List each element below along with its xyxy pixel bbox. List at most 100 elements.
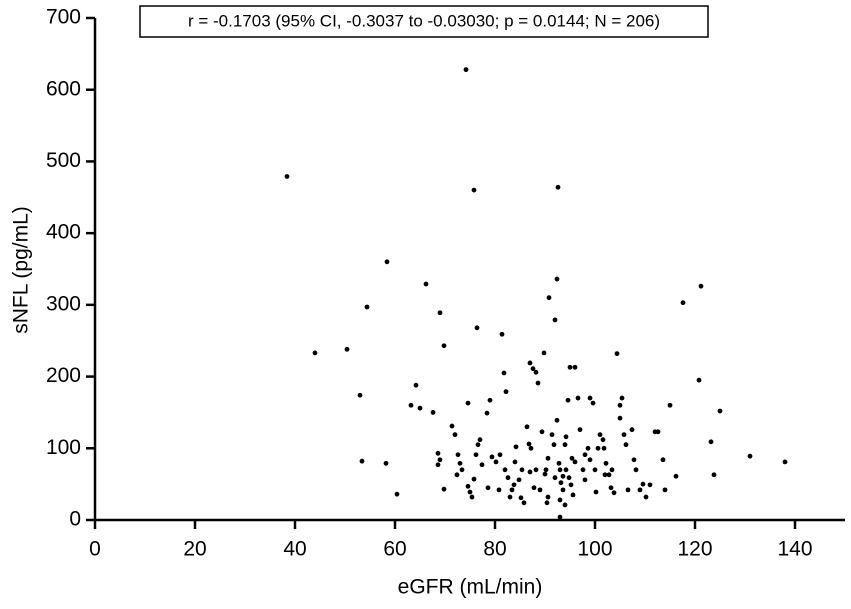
point <box>437 457 443 463</box>
point <box>527 360 533 366</box>
point <box>526 441 532 447</box>
point <box>435 450 441 456</box>
point <box>667 402 673 408</box>
y-tick-label: 600 <box>46 77 81 100</box>
point <box>603 460 609 466</box>
y-axis-label: sNFL (pg/mL) <box>10 206 33 334</box>
point <box>633 467 639 473</box>
point <box>631 457 637 463</box>
point <box>640 481 646 487</box>
x-tick-label: 0 <box>89 538 101 561</box>
point <box>452 432 458 438</box>
point <box>489 454 495 460</box>
point <box>417 405 423 411</box>
point <box>471 476 477 482</box>
point <box>475 442 481 448</box>
point <box>533 467 539 473</box>
point <box>463 67 469 73</box>
point <box>582 477 588 483</box>
point <box>600 437 606 443</box>
point <box>572 364 578 370</box>
point <box>471 187 477 193</box>
point <box>595 445 601 451</box>
point <box>454 472 460 478</box>
point <box>655 429 661 435</box>
point <box>647 482 653 488</box>
point <box>528 445 534 451</box>
point <box>621 432 627 438</box>
point <box>383 460 389 466</box>
point <box>580 467 586 473</box>
point <box>563 467 569 473</box>
point <box>698 283 704 289</box>
point <box>557 497 563 503</box>
point <box>408 402 414 408</box>
point <box>552 475 558 481</box>
point <box>556 460 562 466</box>
x-tick-label: 120 <box>677 538 712 561</box>
y-tick-label: 0 <box>69 508 81 531</box>
y-tick-label: 400 <box>46 221 81 244</box>
point <box>572 459 578 465</box>
point <box>467 489 473 495</box>
point <box>557 467 563 473</box>
point <box>582 452 588 458</box>
point <box>643 494 649 500</box>
point <box>435 462 441 468</box>
point <box>619 395 625 401</box>
point <box>441 343 447 349</box>
point <box>531 485 537 491</box>
point <box>505 475 511 481</box>
point <box>590 400 596 406</box>
point <box>527 469 533 475</box>
point <box>614 351 620 357</box>
point <box>364 304 370 310</box>
point <box>469 494 475 500</box>
point <box>592 467 598 473</box>
point <box>521 500 527 506</box>
point <box>485 485 491 491</box>
point <box>511 482 517 488</box>
point <box>516 477 522 483</box>
point <box>509 487 515 493</box>
x-tick-label: 20 <box>183 538 206 561</box>
point <box>519 467 525 473</box>
point <box>673 473 679 479</box>
y-tick-label: 300 <box>46 292 81 315</box>
point <box>543 467 549 473</box>
point <box>441 486 447 492</box>
point <box>457 460 463 466</box>
point <box>565 397 571 403</box>
point <box>662 487 668 493</box>
y-tick-label: 100 <box>46 436 81 459</box>
point <box>587 457 593 463</box>
point <box>551 442 557 448</box>
point <box>617 415 623 421</box>
point <box>499 331 505 337</box>
point <box>312 350 318 356</box>
point <box>569 455 575 461</box>
point <box>562 442 568 448</box>
point <box>562 502 568 508</box>
point <box>542 471 548 477</box>
point <box>533 369 539 375</box>
point <box>503 389 509 395</box>
point <box>554 417 560 423</box>
y-tick-label: 500 <box>46 149 81 172</box>
point <box>507 494 513 500</box>
x-tick-label: 60 <box>383 538 406 561</box>
point <box>473 452 479 458</box>
point <box>555 184 561 190</box>
point <box>747 453 753 459</box>
point <box>502 467 508 473</box>
point <box>437 310 443 316</box>
point <box>567 364 573 370</box>
point <box>487 397 493 403</box>
point <box>423 281 429 287</box>
point <box>711 472 717 478</box>
point <box>611 490 617 496</box>
point <box>545 455 551 461</box>
point <box>629 427 635 433</box>
point <box>518 495 524 501</box>
point <box>602 472 608 478</box>
